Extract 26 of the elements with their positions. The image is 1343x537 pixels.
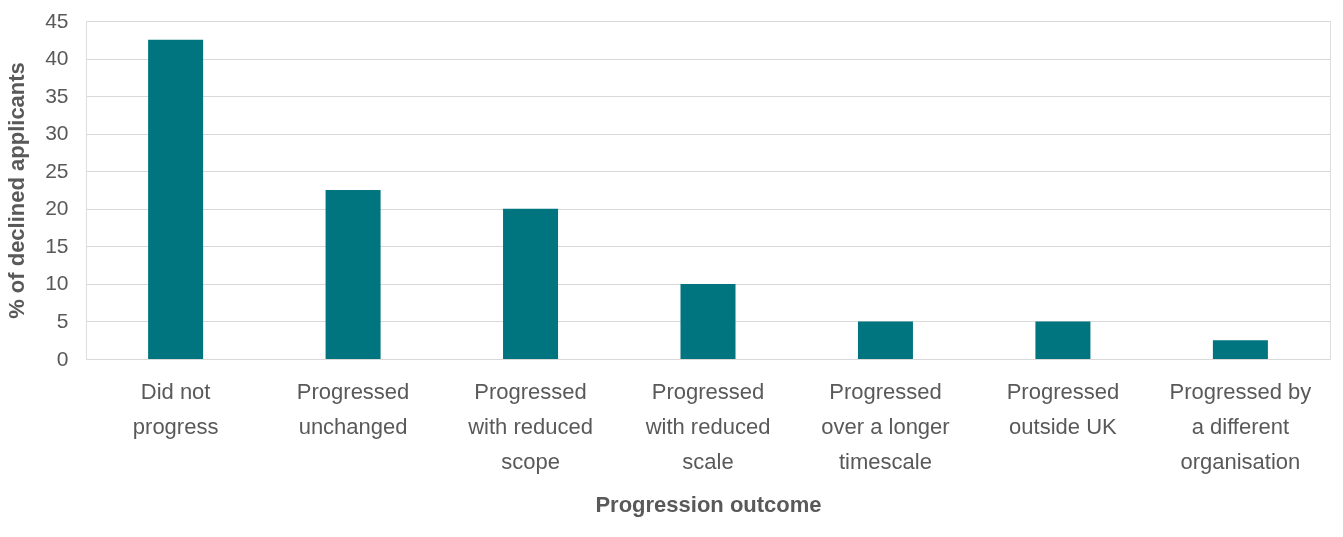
bar — [148, 39, 204, 359]
bar — [1212, 340, 1268, 359]
y-tick-label: 15 — [45, 233, 69, 257]
y-axis-title: % of declined applicants — [4, 62, 30, 319]
x-tick-label: Progressed unchanged — [296, 378, 410, 439]
x-tick-label: Progressed with reduced scope — [467, 378, 593, 474]
bar — [1035, 321, 1091, 359]
bar — [503, 208, 559, 359]
x-tick-label: Did not progress — [132, 378, 219, 439]
x-tick-label: Progressed outside UK — [1006, 378, 1120, 439]
y-tick-label: 0 — [56, 346, 69, 370]
y-tick-label: 5 — [56, 308, 69, 332]
x-tick-label: Progressed over a longer timescale — [821, 378, 950, 474]
x-tick-label: Progressed by a different organisation — [1169, 378, 1312, 474]
y-tick-label: 10 — [45, 271, 69, 295]
x-axis-title: Progression outcome — [595, 491, 822, 517]
y-tick-label: 20 — [45, 196, 69, 220]
y-tick-label: 35 — [45, 83, 69, 107]
y-tick-label: 30 — [45, 121, 69, 145]
x-tick-label: Progressed with reduced scale — [644, 378, 771, 474]
y-tick-label: 40 — [45, 46, 69, 70]
y-tick-label: 45 — [45, 8, 69, 32]
bar — [857, 321, 913, 359]
bar — [680, 283, 736, 359]
y-tick-label: 25 — [45, 158, 69, 182]
bar — [325, 190, 381, 359]
